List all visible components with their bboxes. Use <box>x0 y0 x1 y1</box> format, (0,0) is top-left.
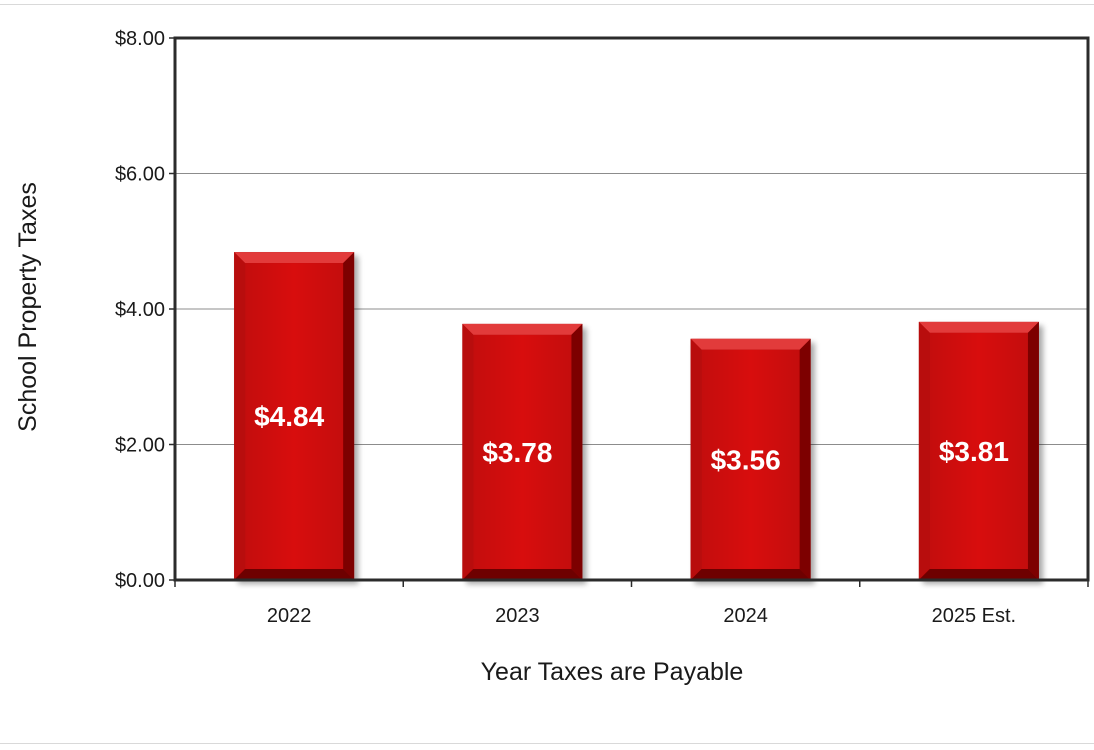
bar-bevel-bottom <box>918 569 1039 580</box>
bar-value-label: $4.84 <box>254 401 324 432</box>
bar-bevel-bottom <box>690 569 811 580</box>
bar-bevel-bottom <box>462 569 583 580</box>
bar-face <box>701 349 800 569</box>
x-tick-label: 2022 <box>267 605 312 627</box>
bar-value-label: $3.56 <box>711 444 781 475</box>
plot-area-border <box>173 36 1090 582</box>
x-tick-label: 2023 <box>495 605 540 627</box>
bar-bevel-top <box>234 252 355 264</box>
bar-bevel-left <box>918 321 930 580</box>
y-tick-label: $2.00 <box>115 435 165 457</box>
y-tick-label: $8.00 <box>115 28 165 50</box>
bar <box>234 252 355 580</box>
bar-bevel-left <box>234 252 246 580</box>
bar-bevel-bottom <box>234 569 355 580</box>
bar-bevel-left <box>462 323 474 580</box>
x-tick-label: 2025 Est. <box>932 605 1017 627</box>
bar-value-label: $3.78 <box>482 437 552 468</box>
data-labels: $4.84 $3.78 $3.56 $3.81 <box>254 401 1009 475</box>
x-axis-tick-labels: 2022 2023 2024 2025 Est. <box>267 605 1016 627</box>
bar <box>918 321 1039 580</box>
y-axis-title: School Property Taxes <box>14 182 42 432</box>
bars <box>234 252 1039 580</box>
bar <box>462 323 583 580</box>
bar-face <box>473 334 572 569</box>
bar <box>690 338 811 580</box>
y-tick-label: $6.00 <box>115 164 165 186</box>
x-axis-title: Year Taxes are Payable <box>481 658 744 686</box>
bottom-rule <box>0 743 1094 744</box>
bar-bevel-right <box>799 338 811 580</box>
bar-bevel-top <box>462 323 583 335</box>
top-rule <box>0 4 1094 5</box>
bar-face <box>245 263 344 569</box>
y-tick-label: $0.00 <box>115 570 165 592</box>
bar-bevel-top <box>690 338 811 350</box>
bar-face <box>929 332 1028 569</box>
bar-bevel-right <box>343 252 355 580</box>
y-axis-tick-labels: $0.00 $2.00 $4.00 $6.00 $8.00 <box>115 28 165 592</box>
bar-value-label: $3.81 <box>939 436 1009 467</box>
bar-bevel-right <box>571 323 583 580</box>
y-tick-label: $4.00 <box>115 299 165 321</box>
bar-bevel-right <box>1027 321 1039 580</box>
bar-bevel-left <box>690 338 702 580</box>
bar-bevel-top <box>918 321 1039 333</box>
x-tick-label: 2024 <box>723 605 768 627</box>
